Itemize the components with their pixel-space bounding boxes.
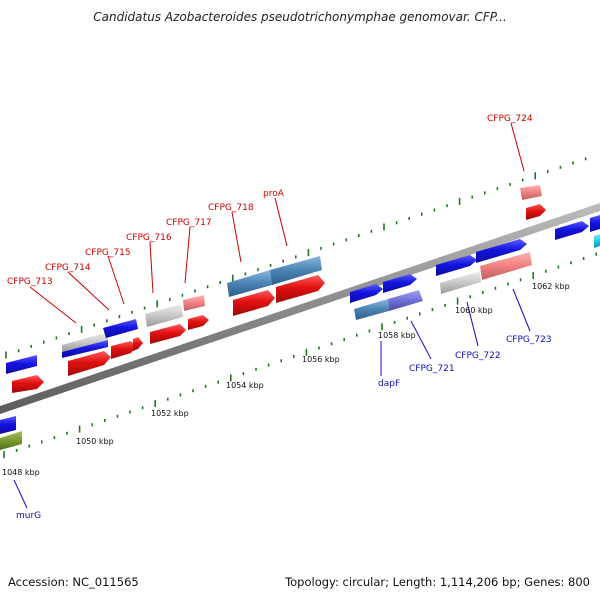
gene-arrow-reverse[interactable]	[188, 315, 209, 330]
gene-pseudo[interactable]	[62, 332, 108, 352]
gene-arrow-reverse[interactable]	[68, 351, 111, 376]
gene-arrow-forward[interactable]	[555, 221, 589, 240]
gene-arrow-forward[interactable]	[62, 340, 108, 358]
gene-arrow-forward[interactable]	[476, 239, 527, 263]
gene-arrow-forward[interactable]	[383, 274, 417, 293]
gene-arrow-forward[interactable]	[350, 284, 383, 303]
gene-arrow-reverse[interactable]	[526, 204, 546, 220]
gene-label-cfpg-717[interactable]: CFPG_717	[166, 218, 212, 228]
gene-arrow-forward[interactable]	[436, 255, 477, 276]
gene-olive[interactable]	[0, 431, 22, 450]
tick-marks	[3, 157, 598, 459]
gene-arrow-forward[interactable]	[0, 416, 16, 434]
genome-backbone	[0, 203, 600, 414]
gene-arrow-forward[interactable]	[6, 355, 37, 374]
gene-pseudo-rna[interactable]	[520, 185, 542, 200]
gene-pseudo-rna[interactable]	[183, 295, 205, 311]
gene-pseudo[interactable]	[145, 304, 183, 327]
kbp-labels: 1048 kbp 1050 kbp 1052 kbp 1054 kbp 1056…	[2, 282, 570, 477]
gene-rna[interactable]	[227, 270, 272, 297]
gene-label-cfpg-716[interactable]: CFPG_716	[126, 233, 172, 243]
gene-arrow-forward[interactable]	[103, 319, 138, 338]
gene-label-cfpg-713[interactable]: CFPG_713	[7, 277, 53, 287]
kbp-label: 1048 kbp	[2, 468, 40, 477]
gene-rna[interactable]	[354, 299, 389, 320]
accession-label: Accession: NC_011565	[8, 575, 139, 589]
gene-arrow-reverse[interactable]	[111, 341, 136, 359]
gene-arrow-reverse[interactable]	[133, 337, 143, 351]
gene-arrow-reverse[interactable]	[150, 324, 186, 344]
kbp-label: 1062 kbp	[532, 282, 570, 291]
map-title: Candidatus Azobacteroides pseudotrichony…	[93, 10, 507, 24]
kbp-label: 1054 kbp	[226, 381, 264, 390]
kbp-label: 1058 kbp	[378, 331, 416, 340]
kbp-label: 1060 kbp	[455, 306, 493, 315]
topology-stats-label: Topology: circular; Length: 1,114,206 bp…	[285, 575, 590, 589]
gene-label-proa[interactable]: proA	[263, 189, 285, 199]
gene-label-cfpg-723[interactable]: CFPG_723	[506, 335, 552, 345]
gene-rna[interactable]	[270, 256, 322, 285]
gene-violet[interactable]	[388, 290, 423, 311]
gene-label-cfpg-718[interactable]: CFPG_718	[208, 203, 254, 213]
gene-labels: CFPG_713 CFPG_714 CFPG_715 CFPG_716 CFPG…	[7, 114, 552, 521]
gene-arrow-reverse[interactable]	[276, 275, 325, 303]
gene-label-cfpg-722[interactable]: CFPG_722	[455, 351, 501, 361]
kbp-label: 1052 kbp	[151, 409, 189, 418]
gene-label-cfpg-724[interactable]: CFPG_724	[487, 114, 533, 124]
gene-arrow-reverse[interactable]	[233, 290, 275, 316]
kbp-label: 1050 kbp	[76, 437, 114, 446]
gene-arrow-forward[interactable]	[590, 215, 600, 232]
gene-cyan[interactable]	[594, 234, 600, 248]
gene-pseudo[interactable]	[440, 271, 481, 294]
gene-pseudo-rna[interactable]	[480, 252, 532, 280]
gene-label-murg[interactable]: murG	[16, 511, 41, 521]
label-leaders	[13, 122, 531, 509]
kbp-label: 1056 kbp	[302, 355, 340, 364]
gene-label-cfpg-721[interactable]: CFPG_721	[409, 364, 455, 374]
gene-features	[0, 185, 600, 450]
gene-label-cfpg-715[interactable]: CFPG_715	[85, 248, 131, 258]
gene-label-dapf[interactable]: dapF	[378, 379, 400, 389]
gene-arrow-reverse[interactable]	[12, 375, 44, 393]
gene-label-cfpg-714[interactable]: CFPG_714	[45, 263, 91, 273]
